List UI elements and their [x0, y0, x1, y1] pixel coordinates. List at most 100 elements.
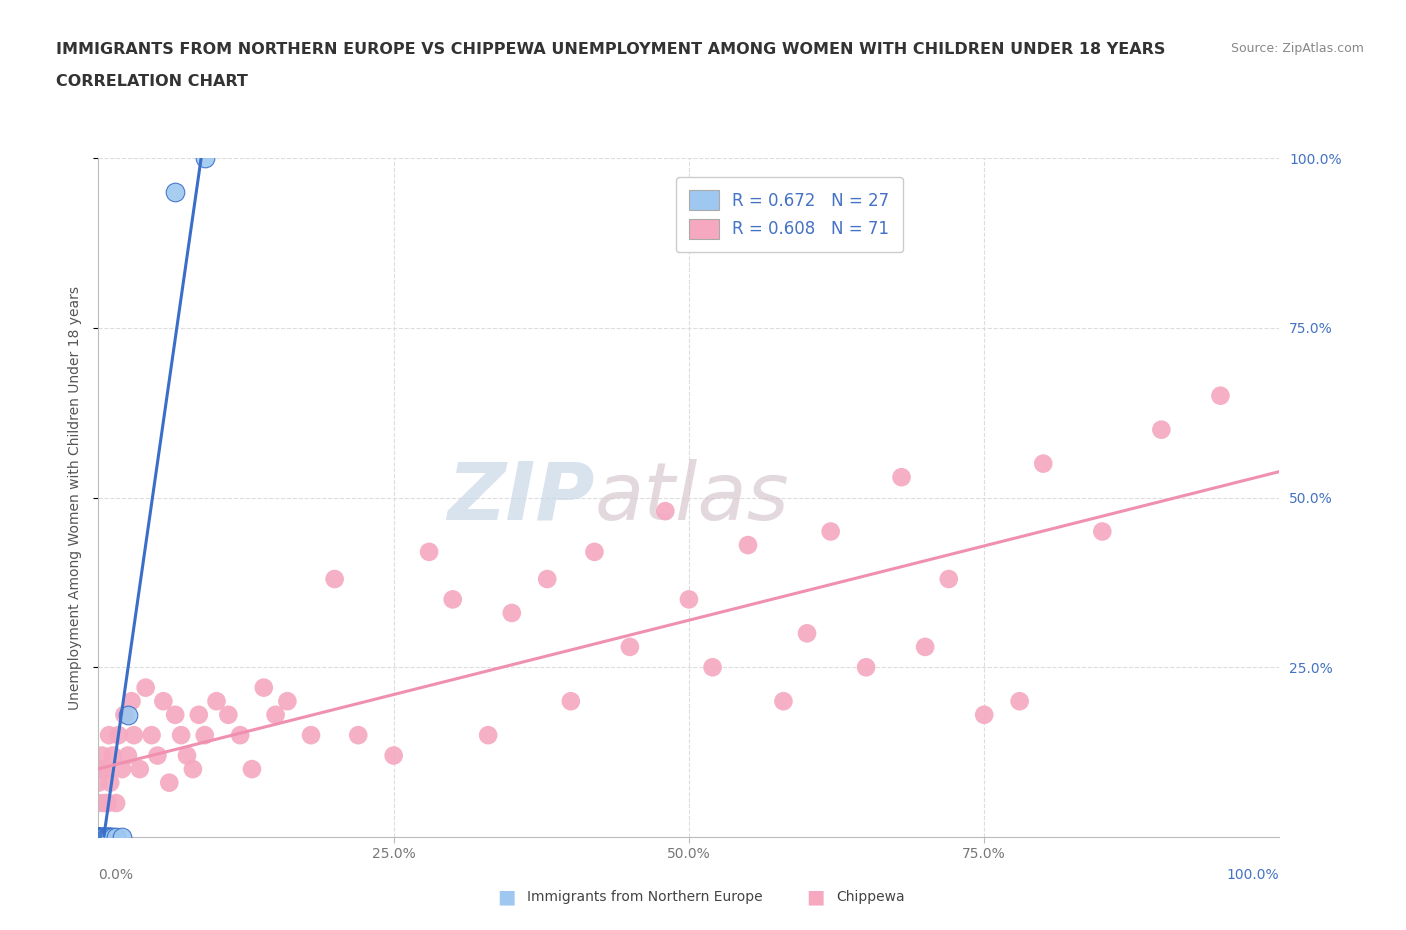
Point	[347, 727, 370, 742]
Point	[105, 796, 128, 811]
Point	[890, 470, 912, 485]
Point	[122, 727, 145, 742]
Point	[205, 694, 228, 709]
Point	[276, 694, 298, 709]
Point	[96, 830, 118, 844]
Point	[87, 830, 110, 844]
Point	[772, 694, 794, 709]
Text: Immigrants from Northern Europe: Immigrants from Northern Europe	[527, 890, 763, 905]
Text: ■: ■	[496, 888, 516, 907]
Point	[107, 727, 129, 742]
Point	[117, 708, 139, 723]
Point	[253, 680, 276, 695]
Point	[87, 796, 110, 811]
Text: 0.0%: 0.0%	[98, 868, 134, 882]
Point	[87, 830, 110, 844]
Point	[105, 830, 128, 844]
Point	[654, 504, 676, 519]
Point	[90, 830, 112, 844]
Point	[87, 830, 110, 844]
Point	[855, 660, 877, 675]
Text: atlas: atlas	[595, 458, 789, 537]
Point	[98, 830, 121, 844]
Point	[323, 572, 346, 587]
Point	[820, 525, 842, 539]
Point	[229, 727, 252, 742]
Point	[111, 762, 134, 777]
Point	[264, 708, 287, 723]
Point	[157, 776, 180, 790]
Point	[97, 830, 120, 844]
Point	[93, 830, 115, 844]
Point	[98, 727, 121, 742]
Point	[94, 762, 117, 777]
Point	[90, 830, 112, 844]
Point	[702, 660, 724, 675]
Point	[1032, 457, 1054, 472]
Point	[87, 830, 110, 844]
Point	[87, 830, 110, 844]
Point	[501, 605, 523, 620]
Point	[1150, 422, 1173, 437]
Point	[135, 680, 157, 695]
Point	[93, 796, 115, 811]
Point	[152, 694, 174, 709]
Point	[796, 626, 818, 641]
Point	[87, 830, 110, 844]
Text: IMMIGRANTS FROM NORTHERN EUROPE VS CHIPPEWA UNEMPLOYMENT AMONG WOMEN WITH CHILDR: IMMIGRANTS FROM NORTHERN EUROPE VS CHIPP…	[56, 42, 1166, 57]
Point	[87, 776, 110, 790]
Point	[101, 748, 124, 763]
Point	[112, 708, 135, 723]
Point	[121, 694, 143, 709]
Point	[87, 830, 110, 844]
Point	[418, 544, 440, 559]
Point	[87, 830, 110, 844]
Point	[87, 830, 110, 844]
Point	[240, 762, 263, 777]
Point	[170, 727, 193, 742]
Point	[98, 776, 121, 790]
Point	[91, 748, 114, 763]
Point	[914, 640, 936, 655]
Point	[938, 572, 960, 587]
Point	[678, 592, 700, 607]
Point	[97, 796, 120, 811]
Point	[96, 830, 118, 844]
Point	[181, 762, 204, 777]
Point	[299, 727, 322, 742]
Point	[94, 830, 117, 844]
Point	[141, 727, 163, 742]
Y-axis label: Unemployment Among Women with Children Under 18 years: Unemployment Among Women with Children U…	[67, 286, 82, 710]
Point	[382, 748, 405, 763]
Point	[560, 694, 582, 709]
Point	[165, 185, 187, 200]
Point	[441, 592, 464, 607]
Text: CORRELATION CHART: CORRELATION CHART	[56, 74, 247, 89]
Point	[1008, 694, 1031, 709]
Point	[194, 151, 217, 166]
Point	[98, 830, 121, 844]
Point	[1209, 389, 1232, 404]
Legend: R = 0.672   N = 27, R = 0.608   N = 71: R = 0.672 N = 27, R = 0.608 N = 71	[676, 177, 903, 252]
Text: ZIP: ZIP	[447, 458, 595, 537]
Point	[91, 830, 114, 844]
Point	[973, 708, 995, 723]
Point	[583, 544, 606, 559]
Point	[91, 830, 114, 844]
Point	[93, 830, 115, 844]
Text: ■: ■	[806, 888, 825, 907]
Point	[187, 708, 209, 723]
Point	[128, 762, 150, 777]
Point	[1091, 525, 1114, 539]
Point	[90, 762, 112, 777]
Point	[737, 538, 759, 552]
Point	[111, 830, 134, 844]
Point	[87, 830, 110, 844]
Point	[87, 830, 110, 844]
Point	[91, 830, 114, 844]
Text: 100.0%: 100.0%	[1227, 868, 1279, 882]
Point	[165, 708, 187, 723]
Text: Chippewa: Chippewa	[837, 890, 905, 905]
Point	[536, 572, 558, 587]
Text: Source: ZipAtlas.com: Source: ZipAtlas.com	[1230, 42, 1364, 55]
